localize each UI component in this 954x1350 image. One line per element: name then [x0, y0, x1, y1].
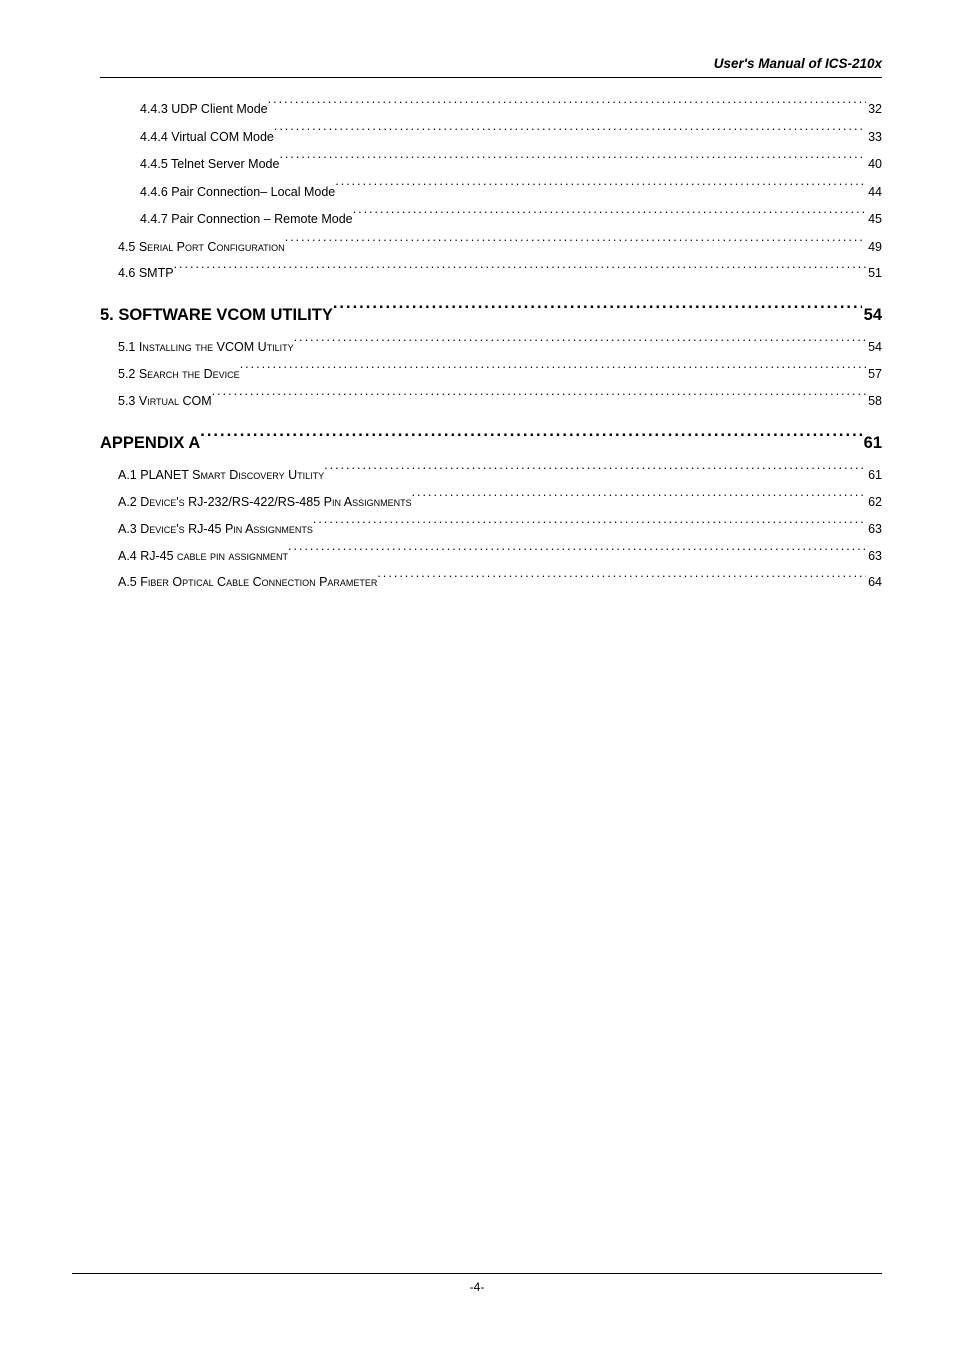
toc-label: 4.4.5 Telnet Server Mode: [140, 151, 279, 179]
toc-entry: A.2 Device's RJ-232/RS-422/RS-485 Pin As…: [118, 489, 882, 516]
toc-leader: [268, 101, 866, 114]
toc-leader: [212, 393, 866, 406]
toc-page: 54: [866, 334, 882, 361]
toc-page: 40: [866, 151, 882, 179]
toc-leader: [313, 520, 866, 533]
toc-entry: A.3 Device's RJ-45 Pin Assignments 63: [118, 516, 882, 543]
toc-label: 4.6 SMTP: [118, 260, 174, 287]
toc-label: A.3 Device's RJ-45 Pin Assignments: [118, 516, 313, 543]
toc-leader: [200, 431, 861, 448]
toc-page: 44: [866, 179, 882, 207]
toc-label: 5.3 Virtual COM: [118, 388, 212, 415]
toc-page: 61: [862, 427, 882, 460]
toc-entry: 4.4.6 Pair Connection– Local Mode 44: [140, 179, 882, 207]
toc-leader: [412, 493, 867, 506]
toc-leader: [240, 366, 866, 379]
toc-label: APPENDIX A: [100, 427, 200, 460]
toc-page: 49: [866, 234, 882, 261]
toc-page: 51: [866, 260, 882, 287]
toc-entry: A.5 Fiber Optical Cable Connection Param…: [118, 569, 882, 596]
toc-label: 4.4.6 Pair Connection– Local Mode: [140, 179, 335, 207]
toc-leader: [288, 547, 866, 560]
toc-container: 4.4.3 UDP Client Mode 32 4.4.4 Virtual C…: [100, 96, 882, 596]
toc-page: 63: [866, 516, 882, 543]
toc-page: 63: [866, 543, 882, 570]
toc-label: A.1 PLANET Smart Discovery Utility: [118, 462, 324, 489]
toc-entry: 4.6 SMTP 51: [118, 260, 882, 287]
toc-entry: 4.4.5 Telnet Server Mode 40: [140, 151, 882, 179]
toc-page: 62: [866, 489, 882, 516]
toc-label: 4.5 Serial Port Configuration: [118, 234, 285, 261]
toc-leader: [285, 238, 866, 251]
toc-page: 45: [866, 206, 882, 234]
toc-page: 64: [866, 569, 882, 596]
toc-leader: [353, 211, 866, 224]
toc-label: 4.4.4 Virtual COM Mode: [140, 124, 274, 152]
toc-entry: 5. SOFTWARE VCOM UTILITY 54: [100, 299, 882, 332]
toc-entry: 4.4.3 UDP Client Mode 32: [140, 96, 882, 124]
toc-entry: 5.2 Search the Device 57: [118, 361, 882, 388]
toc-entry: 5.3 Virtual COM 58: [118, 388, 882, 415]
toc-entry: APPENDIX A 61: [100, 427, 882, 460]
toc-entry: 4.4.7 Pair Connection – Remote Mode 45: [140, 206, 882, 234]
toc-page: 57: [866, 361, 882, 388]
toc-label: A.5 Fiber Optical Cable Connection Param…: [118, 569, 377, 596]
toc-leader: [333, 304, 862, 321]
toc-page: 33: [866, 124, 882, 152]
toc-leader: [294, 339, 866, 352]
toc-label: 4.4.3 UDP Client Mode: [140, 96, 268, 124]
toc-leader: [335, 183, 866, 196]
toc-leader: [377, 574, 866, 587]
footer: -4-: [72, 1273, 882, 1294]
toc-label: 5.2 Search the Device: [118, 361, 240, 388]
toc-leader: [274, 128, 866, 141]
page-number: -4-: [72, 1273, 882, 1294]
toc-label: 4.4.7 Pair Connection – Remote Mode: [140, 206, 353, 234]
toc-entry: A.4 RJ-45 cable pin assignment 63: [118, 543, 882, 570]
toc-entry: 4.4.4 Virtual COM Mode 33: [140, 124, 882, 152]
toc-leader: [279, 156, 866, 169]
toc-leader: [324, 466, 866, 479]
header-title: User's Manual of ICS-210x: [100, 56, 882, 78]
toc-label: 5.1 Installing the VCOM Utility: [118, 334, 294, 361]
toc-entry: A.1 PLANET Smart Discovery Utility 61: [118, 462, 882, 489]
toc-page: 61: [866, 462, 882, 489]
toc-entry: 5.1 Installing the VCOM Utility 54: [118, 334, 882, 361]
toc-label: 5. SOFTWARE VCOM UTILITY: [100, 299, 333, 332]
toc-page: 58: [866, 388, 882, 415]
toc-leader: [174, 265, 867, 278]
toc-label: A.2 Device's RJ-232/RS-422/RS-485 Pin As…: [118, 489, 412, 516]
toc-entry: 4.5 Serial Port Configuration 49: [118, 234, 882, 261]
toc-page: 32: [866, 96, 882, 124]
toc-page: 54: [862, 299, 882, 332]
toc-label: A.4 RJ-45 cable pin assignment: [118, 543, 288, 570]
